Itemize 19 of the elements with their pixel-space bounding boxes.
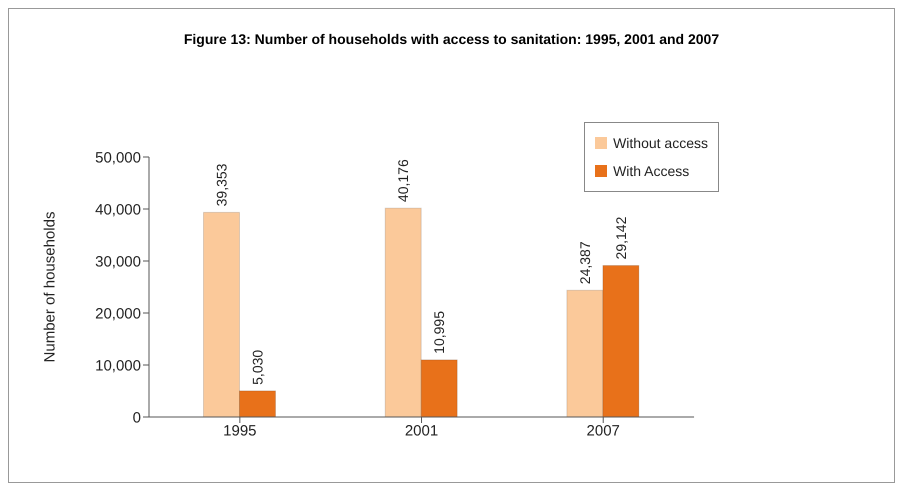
y-axis-title: Number of households bbox=[41, 212, 58, 362]
y-tick-label: 30,000 bbox=[95, 253, 141, 270]
x-tick-label: 2007 bbox=[586, 422, 620, 440]
data-label: 29,142 bbox=[612, 216, 629, 260]
data-label: 40,176 bbox=[395, 159, 412, 202]
data-label: 24,387 bbox=[576, 241, 593, 284]
y-tick-label: 40,000 bbox=[95, 201, 141, 218]
legend-label: Without access bbox=[613, 134, 708, 153]
x-tick-label: 1995 bbox=[223, 422, 257, 440]
legend-label: With Access bbox=[613, 162, 690, 181]
data-label: 39,353 bbox=[214, 163, 230, 206]
y-tick-label: 0 bbox=[132, 409, 141, 426]
y-tick-label: 10,000 bbox=[95, 357, 141, 374]
data-label: 10,995 bbox=[431, 310, 448, 354]
x-tick-label: 2001 bbox=[404, 422, 438, 440]
data-label: 5,030 bbox=[250, 350, 266, 385]
y-tick-label: 20,000 bbox=[95, 305, 141, 322]
chart-title: Figure 13: Number of households with access to sanitation: 1995, 2001 and 2007 bbox=[182, 31, 720, 47]
y-tick-label: 50,000 bbox=[95, 149, 141, 166]
